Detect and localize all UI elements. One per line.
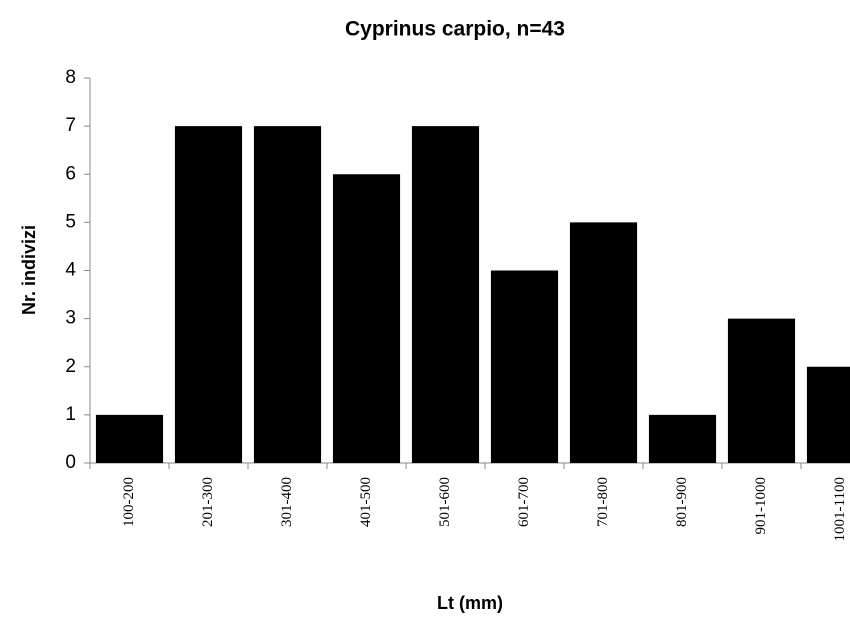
- x-tick-label: 100-200: [121, 477, 137, 527]
- x-tick-label: 501-600: [437, 477, 453, 527]
- y-tick-label: 8: [65, 67, 76, 88]
- y-tick-label: 2: [65, 356, 76, 377]
- x-tick-label: 701-800: [595, 477, 611, 527]
- bar: [332, 174, 401, 463]
- y-tick-label: 5: [65, 211, 76, 232]
- x-tick-label: 601-700: [516, 477, 532, 527]
- x-tick-label: 201-300: [200, 477, 216, 527]
- y-tick-label: 3: [65, 308, 76, 329]
- x-tick-label: 1001-1100: [832, 477, 848, 541]
- y-axis-label: Nr. indivizi: [19, 225, 39, 315]
- bar: [174, 126, 243, 463]
- bar: [648, 414, 717, 463]
- y-tick-label: 1: [65, 404, 76, 425]
- y-tick-label: 4: [65, 260, 76, 281]
- bar: [253, 126, 322, 463]
- bar: [727, 318, 796, 463]
- x-axis-label: Lt (mm): [437, 593, 503, 613]
- bar: [490, 270, 559, 463]
- chart-title: Cyprinus carpio, n=43: [345, 18, 565, 41]
- y-tick-label: 0: [65, 452, 76, 473]
- bar: [806, 366, 850, 463]
- y-tick-label: 6: [65, 163, 76, 184]
- bar: [569, 222, 638, 463]
- x-tick-label: 801-900: [674, 477, 690, 527]
- bar: [411, 126, 480, 463]
- x-tick-label: 901-1000: [753, 477, 769, 535]
- y-tick-label: 7: [65, 115, 76, 136]
- x-tick-label: 401-500: [358, 477, 374, 527]
- bar: [95, 414, 164, 463]
- x-tick-label: 301-400: [279, 477, 295, 527]
